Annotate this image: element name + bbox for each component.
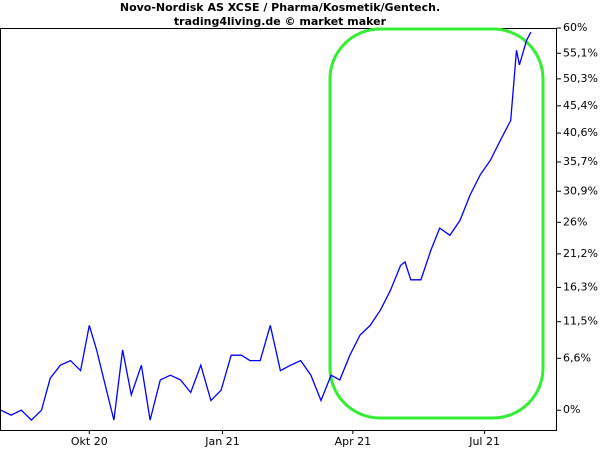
y-tick-label: 6,6% bbox=[563, 351, 591, 364]
plot-frame bbox=[0, 28, 557, 431]
y-tick-label: 21,2% bbox=[563, 247, 598, 260]
x-tick-label: Okt 20 bbox=[71, 435, 108, 448]
y-tick-label: 11,5% bbox=[563, 315, 598, 328]
x-tick-label: Apr 21 bbox=[335, 435, 372, 448]
y-tick-label: 55,1% bbox=[563, 46, 598, 59]
y-tick-label: 45,4% bbox=[563, 99, 598, 112]
y-tick-label: 30,9% bbox=[563, 184, 598, 197]
x-tick-label: Jan 21 bbox=[204, 435, 239, 448]
y-tick-label: 16,3% bbox=[563, 280, 598, 293]
y-tick-label: 40,6% bbox=[563, 126, 598, 139]
y-tick-label: 60% bbox=[563, 21, 587, 34]
chart-title: Novo-Nordisk AS XCSE / Pharma/Kosmetik/G… bbox=[120, 1, 440, 14]
data-line bbox=[0, 31, 532, 422]
x-tick-label: Jul 21 bbox=[468, 435, 500, 448]
y-tick-label: 35,7% bbox=[563, 155, 598, 168]
y-tick-label: 26% bbox=[563, 215, 587, 228]
highlight-box bbox=[328, 27, 545, 420]
chart-subtitle: trading4living.de © market maker bbox=[174, 15, 387, 28]
y-tick-label: 50,3% bbox=[563, 72, 598, 85]
y-tick-label: 0% bbox=[563, 403, 580, 416]
